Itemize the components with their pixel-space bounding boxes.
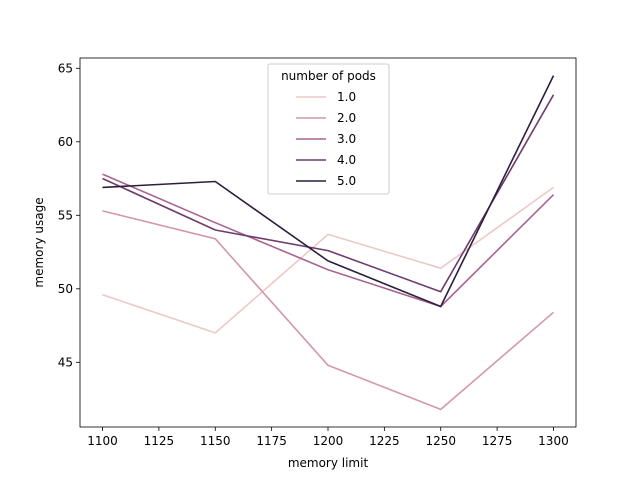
series-line-5.0 [102,75,555,308]
legend-title: number of pods [281,69,376,83]
series-line-3.0 [102,173,555,308]
legend-box [267,63,390,195]
x-axis: 1100 1125 1150 1175 1200 1225 1250 1275 1300 [87,427,569,448]
x-tick-label: 1250 [425,434,456,448]
y-tick-label: 45 [58,355,73,369]
legend-label: 5.0 [337,174,356,188]
y-tick-label: 55 [58,208,73,222]
x-tick-label: 1125 [144,434,175,448]
x-tick-label: 1150 [200,434,231,448]
x-tick-label: 1200 [313,434,344,448]
series-line-4.0 [102,94,555,293]
legend-label: 1.0 [337,90,356,104]
y-tick-label: 60 [58,135,73,149]
y-tick-label: 50 [58,282,73,296]
x-tick-label: 1175 [256,434,287,448]
x-tick-label: 1275 [482,434,513,448]
x-tick-label: 1100 [87,434,118,448]
legend-entries: 1.0 2.0 3.0 4.0 5.0 [296,90,356,188]
legend-label: 4.0 [337,153,356,167]
legend-label: 3.0 [337,132,356,146]
series-line-2.0 [102,210,555,411]
series-layer [102,75,555,411]
y-axis-label: memory usage [32,197,46,287]
x-tick-label: 1225 [369,434,400,448]
legend: number of pods 1.0 2.0 3.0 4.0 5.0 [267,63,390,195]
legend-label: 2.0 [337,111,356,125]
x-tick-label: 1300 [538,434,569,448]
series-line-1.0 [102,186,554,334]
x-axis-label: memory limit [288,456,369,470]
y-tick-label: 65 [58,61,73,75]
y-axis: 45 50 55 60 65 [58,61,80,369]
